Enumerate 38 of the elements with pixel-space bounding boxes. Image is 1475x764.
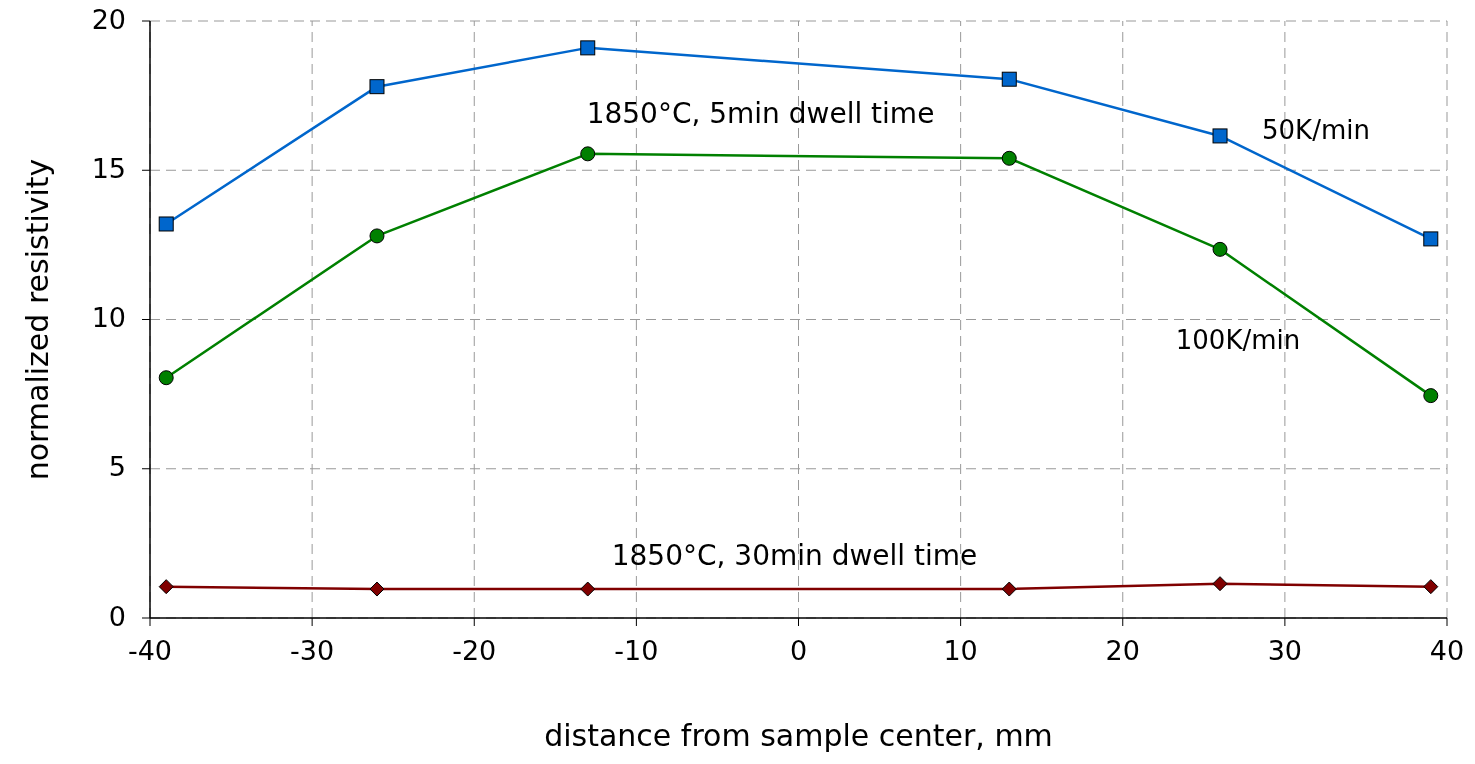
x-axis-title: distance from sample center, mm	[544, 718, 1053, 753]
point	[1001, 71, 1017, 87]
point	[369, 79, 385, 95]
y-tick-label: 10	[91, 302, 126, 333]
point	[580, 40, 596, 56]
point	[1423, 388, 1439, 404]
annotation: 1850°C, 30min dwell time	[611, 539, 978, 573]
x-tick-label: -40	[127, 635, 173, 666]
point	[369, 228, 385, 244]
x-tick-label: 10	[943, 635, 978, 666]
y-tick-label: 20	[91, 3, 126, 35]
x-tick-label: -10	[614, 635, 659, 666]
x-tick-label: -30	[290, 635, 335, 666]
x-tick-label: -20	[452, 635, 497, 666]
y-tick-label: 5	[108, 451, 126, 483]
point	[1423, 579, 1439, 595]
point	[1212, 241, 1228, 257]
point	[1001, 581, 1017, 597]
y-axis-title: normalized resistivity	[20, 158, 55, 481]
point	[580, 581, 596, 597]
x-tick-label: 30	[1267, 635, 1303, 666]
point	[158, 216, 174, 232]
point	[1212, 576, 1228, 592]
x-tick-label: 20	[1105, 635, 1140, 666]
point	[158, 579, 174, 595]
y-tick-label: 15	[91, 152, 126, 184]
series-label: 50K/min	[1262, 115, 1370, 146]
x-tick-label: 40	[1429, 635, 1465, 666]
point	[1212, 128, 1228, 144]
x-tick-label: 0	[789, 635, 808, 666]
point	[580, 146, 596, 162]
point	[369, 581, 385, 597]
point	[158, 370, 174, 386]
point	[1001, 150, 1017, 166]
annotation: 1850°C, 5min dwell time	[586, 96, 935, 130]
series-label: 100K/min	[1175, 324, 1301, 355]
point	[1423, 231, 1439, 247]
y-tick-label: 0	[108, 600, 126, 632]
